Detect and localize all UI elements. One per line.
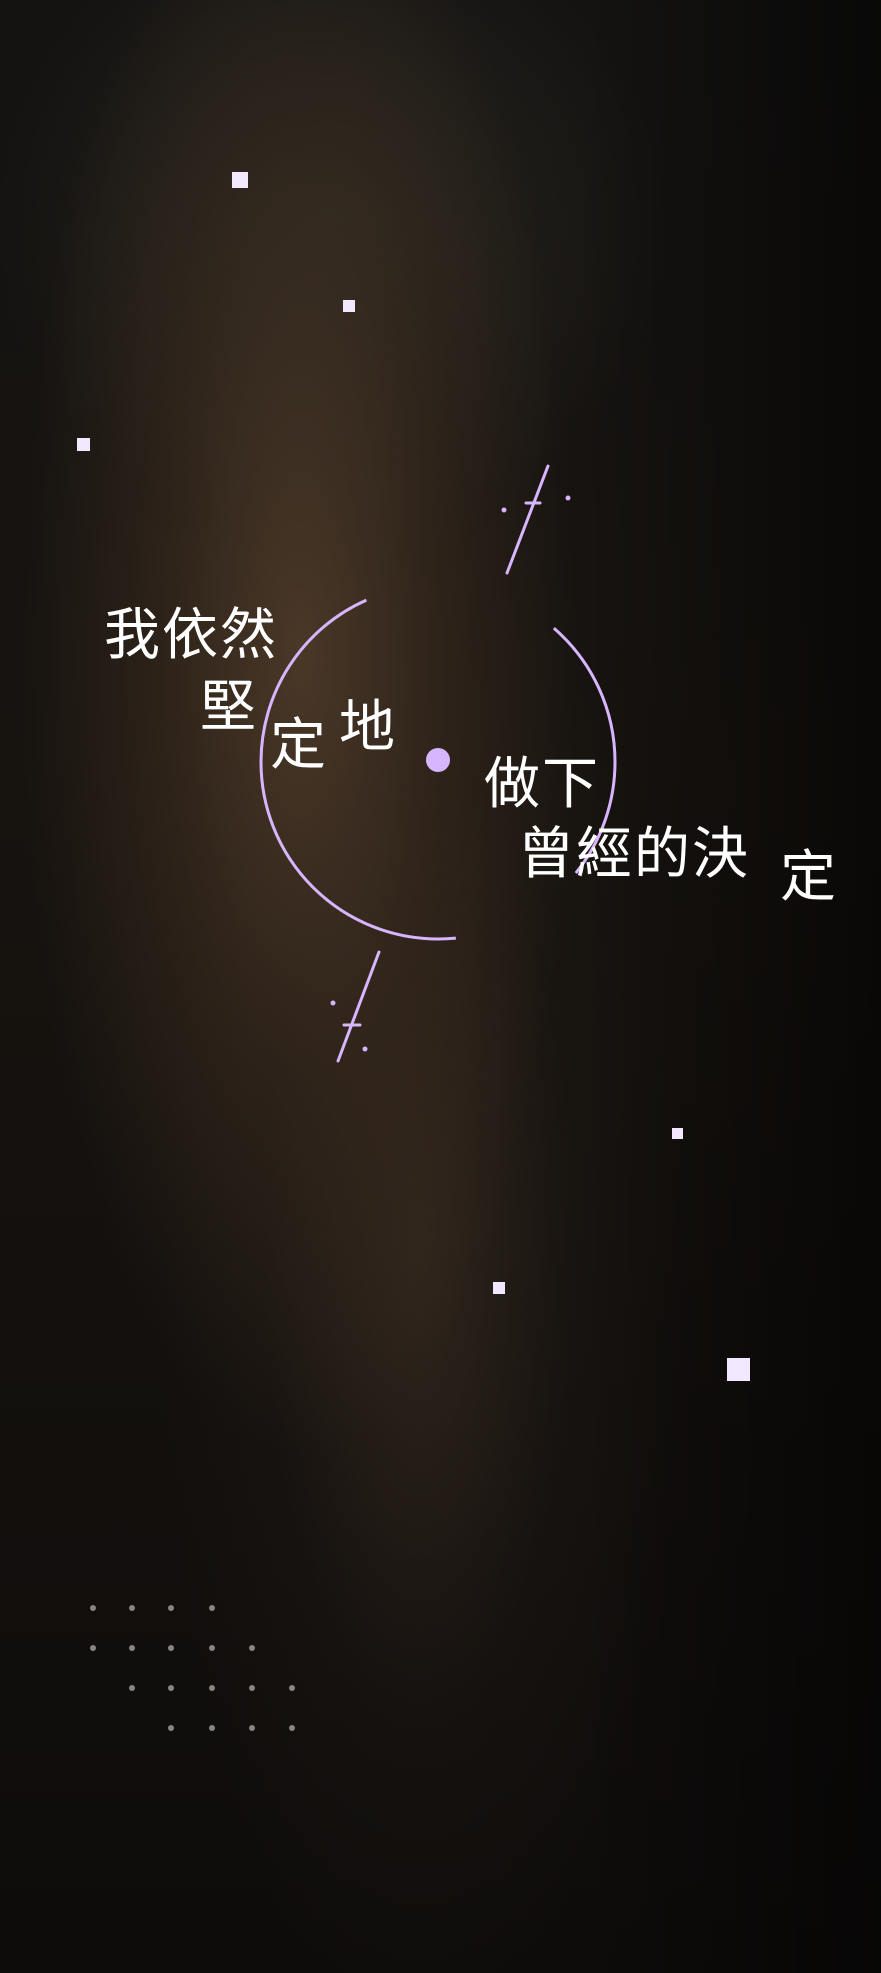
- poem-line-2-char-2: 定: [270, 713, 328, 778]
- sparkle-square: [232, 172, 248, 188]
- sparkle-square: [672, 1128, 683, 1139]
- upper-star-dot-right: [565, 495, 571, 501]
- poem-line-2-char-3: 地: [339, 695, 397, 760]
- poem-line-4: 曾經的決: [518, 822, 750, 887]
- orbit-circle: [259, 583, 617, 941]
- upper-star-dot-left: [501, 507, 507, 513]
- lower-star-dot-right: [362, 1046, 368, 1052]
- poem-line-4-last-char: 定: [780, 845, 838, 910]
- poem-line-1: 我依然: [104, 603, 278, 668]
- lower-star-dot-left: [330, 1000, 336, 1006]
- orbit-center-dot: [426, 748, 450, 772]
- upper-star-streak: [505, 464, 550, 575]
- right-vignette: [581, 0, 881, 1973]
- sparkle-square: [77, 438, 90, 451]
- sparkle-square: [727, 1358, 750, 1381]
- sparkle-square: [343, 300, 355, 312]
- dot-grid-decoration: [90, 1605, 295, 1731]
- poem-line-2-char-1: 堅: [200, 675, 258, 740]
- lower-star-streak: [336, 950, 381, 1063]
- poem-line-3: 做下: [484, 752, 600, 817]
- sparkle-square: [493, 1282, 505, 1294]
